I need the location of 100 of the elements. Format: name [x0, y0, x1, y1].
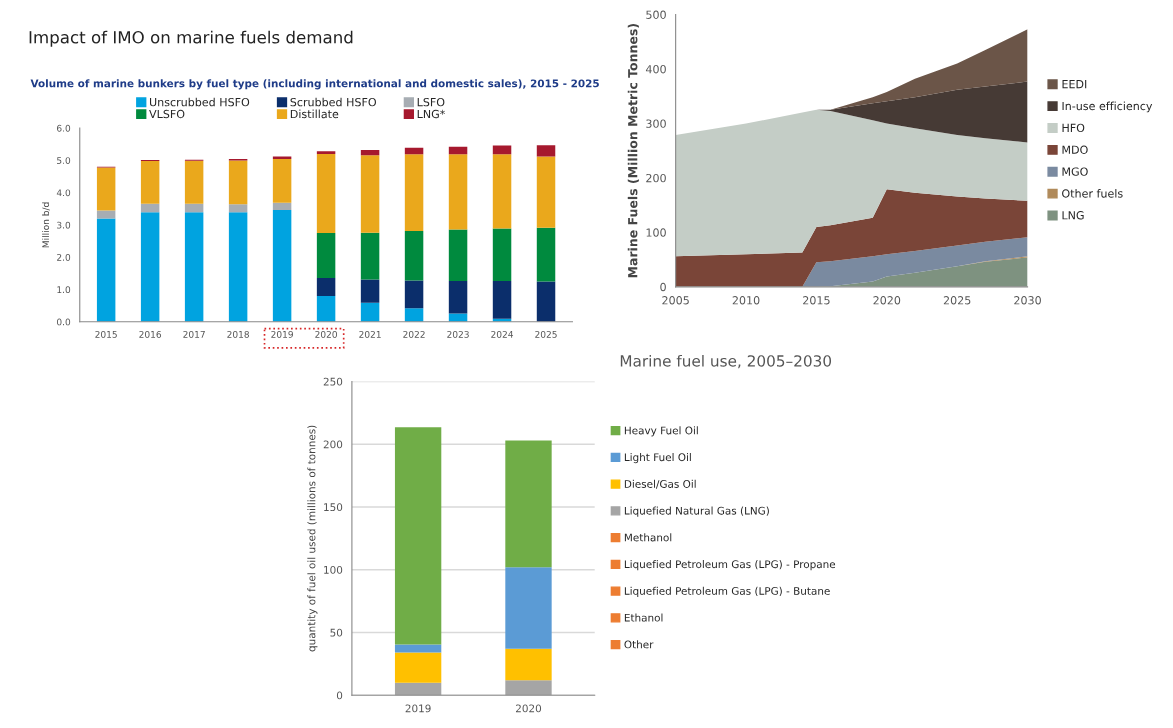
bar [404, 231, 424, 281]
legend-label: Unscrubbed HSFO [150, 97, 250, 107]
bar [394, 427, 442, 645]
bar [316, 151, 336, 154]
bar [448, 313, 468, 322]
bar [404, 280, 424, 309]
bar [360, 279, 380, 303]
y-tick-label: 3.0 [57, 221, 71, 229]
bar [536, 156, 556, 228]
x-tick-label: 2020 [315, 330, 337, 338]
y-tick-label: 0.0 [56, 318, 71, 326]
x-tick-label: 2021 [359, 330, 381, 338]
y-tick-label: 150 [324, 503, 343, 512]
y-tick-label: 100 [646, 228, 666, 237]
x-tick-label: 2020 [873, 296, 901, 305]
legend-label: VLSFO [149, 109, 185, 119]
legend-label: Liquefied Petroleum Gas (LPG) - Propane [624, 560, 836, 571]
bar [96, 167, 116, 211]
x-tick-label: 2019 [405, 704, 431, 713]
legend-label: HFO [1062, 123, 1085, 133]
y-tick-label: 0 [660, 282, 666, 292]
legend-label: In-use efficiency [1062, 101, 1153, 113]
bar [394, 682, 442, 696]
y-tick-label: 5.0 [57, 157, 71, 164]
x-tick-label: 2022 [403, 330, 425, 338]
bar [228, 160, 248, 205]
bar [394, 652, 442, 683]
bar [96, 210, 116, 219]
bar [505, 567, 552, 649]
bar [536, 145, 556, 157]
legend-label: Heavy Fuel Oil [624, 426, 698, 437]
y-tick-label: 300 [646, 119, 666, 128]
legend-label: Liquefied Petroleum Gas (LPG) - Butane [624, 586, 830, 597]
bar [448, 154, 468, 230]
x-tick-label: 2025 [943, 296, 971, 305]
y-tick-label: 50 [330, 628, 343, 637]
legend-label: MDO [1062, 145, 1088, 154]
bar [316, 233, 336, 278]
chart-title: Impact of IMO on marine fuels demand [29, 30, 353, 47]
legend-label: Distillate [290, 109, 339, 119]
legend-label: Liquefied Natural Gas (LNG) [624, 506, 769, 517]
chart-subtitle: Volume of marine bunkers by fuel type (including international and domestic sales), 2015 - 2025 [30, 79, 599, 90]
legend-label: EEDI [1062, 80, 1087, 89]
bar [272, 159, 292, 203]
bar [272, 202, 292, 211]
y-tick-label: 0 [336, 691, 343, 700]
bar [316, 295, 336, 322]
bar [404, 154, 424, 232]
bar [505, 648, 552, 681]
y-tick-label: 500 [646, 10, 666, 19]
y-tick-label: 200 [323, 440, 343, 449]
bar [316, 153, 336, 234]
y-axis-title: Million b/d [42, 202, 50, 248]
y-tick-label: 200 [646, 173, 666, 183]
bar [360, 155, 380, 233]
legend-label: MGO [1062, 167, 1088, 176]
bar [448, 281, 468, 314]
legend-label: Other [624, 640, 654, 649]
bar [184, 160, 204, 204]
bar [316, 277, 336, 296]
y-tick-label: 1.0 [57, 286, 71, 294]
bar [228, 212, 248, 322]
x-tick-label: 2010 [732, 296, 760, 305]
x-tick-label: 2030 [1014, 296, 1041, 305]
x-tick-label: 2015 [803, 296, 830, 305]
legend-label: Diesel/Gas Oil [624, 479, 696, 489]
x-tick-label: 2018 [227, 330, 249, 338]
legend-label: Other fuels [1062, 189, 1123, 198]
legend-label: Light Fuel Oil [624, 453, 691, 464]
x-tick-label: 2015 [95, 330, 117, 338]
legend-label: LSFO [417, 97, 445, 107]
text: Marine fuel use, 2005–2030 [620, 354, 832, 369]
legend-label: LNG [1062, 211, 1084, 220]
legend-label: Scrubbed HSFO [290, 97, 377, 107]
bar [505, 680, 552, 696]
legend-label: LNG* [417, 109, 445, 119]
bar [448, 146, 468, 155]
x-tick-label: 2025 [535, 330, 557, 338]
y-tick-label: 400 [645, 64, 666, 74]
y-tick-label: 6.0 [57, 124, 71, 132]
bar [360, 150, 380, 156]
x-tick-label: 2019 [271, 330, 293, 338]
bar [505, 440, 552, 568]
bar [536, 227, 556, 282]
x-tick-label: 2016 [139, 330, 162, 338]
x-tick-label: 2005 [662, 296, 689, 305]
x-tick-label: 2023 [447, 330, 469, 338]
bar [492, 281, 512, 319]
y-tick-label: 100 [324, 565, 343, 574]
bar [140, 212, 160, 322]
bar [96, 218, 116, 322]
x-tick-label: 2020 [516, 704, 542, 713]
legend-label: Ethanol [624, 613, 663, 622]
bar [394, 644, 442, 653]
bar [228, 204, 248, 213]
bar [404, 147, 424, 155]
bar [536, 281, 556, 322]
bar [492, 228, 512, 282]
bar [404, 308, 424, 322]
bar [140, 161, 160, 204]
